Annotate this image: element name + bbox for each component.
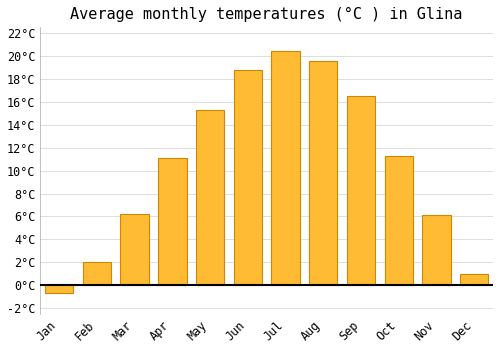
Bar xyxy=(384,156,413,285)
Bar xyxy=(309,61,338,285)
Title: Average monthly temperatures (°C ) in Glina: Average monthly temperatures (°C ) in Gl… xyxy=(70,7,463,22)
Bar xyxy=(196,110,224,285)
Bar xyxy=(422,215,450,285)
Bar xyxy=(83,262,111,285)
Bar xyxy=(45,285,74,293)
Bar xyxy=(158,158,186,285)
Bar xyxy=(460,274,488,285)
Bar xyxy=(347,96,375,285)
Bar xyxy=(120,214,149,285)
Bar xyxy=(272,51,299,285)
Bar xyxy=(234,70,262,285)
